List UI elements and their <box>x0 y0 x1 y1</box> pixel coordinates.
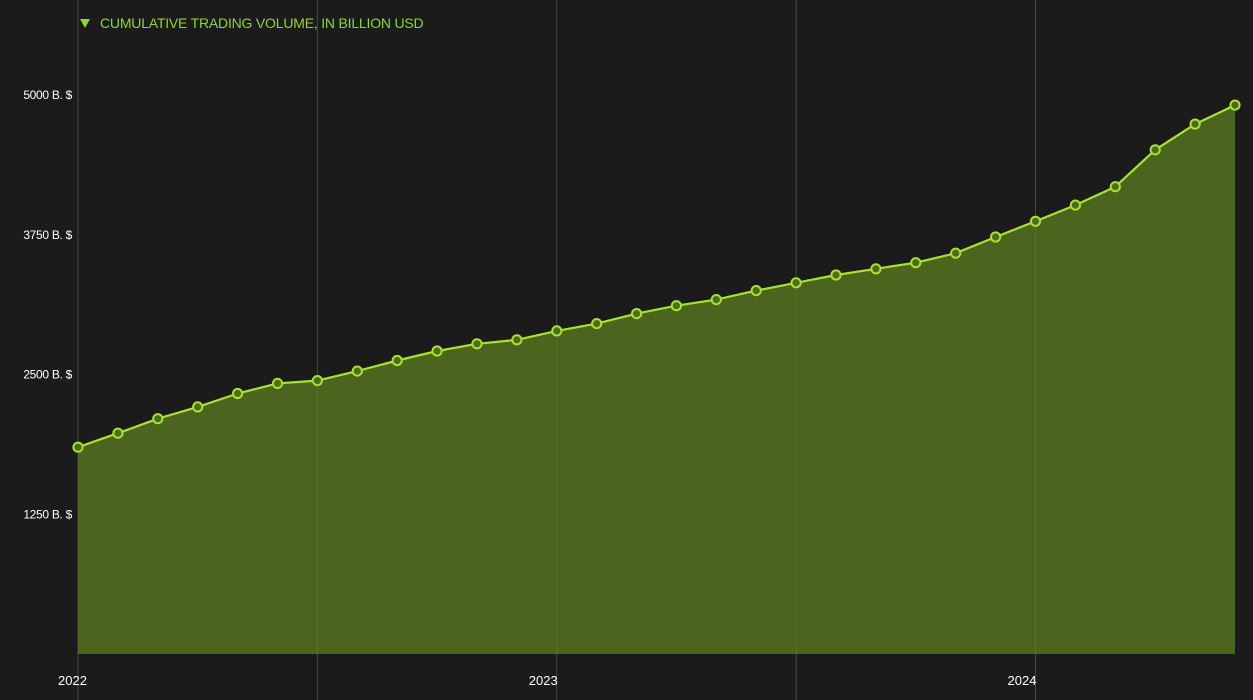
x-tick-label: 2024 <box>1008 673 1037 688</box>
y-tick-label: 3750 B. $ <box>23 228 72 242</box>
data-point <box>631 308 643 320</box>
data-point <box>830 269 842 281</box>
data-point <box>391 354 403 367</box>
legend-label: CUMULATIVE TRADING VOLUME, IN BILLION US… <box>100 15 424 31</box>
legend[interactable]: CUMULATIVE TRADING VOLUME, IN BILLION US… <box>80 15 424 31</box>
data-point <box>511 334 523 346</box>
data-point <box>670 300 683 312</box>
x-tick-label: 2022 <box>58 673 87 688</box>
y-tick-label: 1250 B. $ <box>23 507 72 521</box>
data-point <box>551 325 563 337</box>
y-tick-label: 2500 B. $ <box>23 368 72 382</box>
data-point <box>192 401 204 413</box>
data-point <box>710 294 722 306</box>
data-point <box>591 318 603 330</box>
y-tick-label: 5000 B. $ <box>23 88 72 102</box>
data-point <box>271 377 284 389</box>
data-point <box>870 263 882 275</box>
data-point <box>1029 215 1042 227</box>
data-point <box>431 345 443 357</box>
data-point <box>1109 181 1121 193</box>
data-point <box>232 387 244 400</box>
data-point <box>910 257 922 269</box>
data-point <box>1149 144 1161 156</box>
series-line <box>77 104 1236 449</box>
data-point <box>750 285 762 297</box>
data-point <box>950 247 962 259</box>
data-point <box>471 338 483 350</box>
series-area <box>78 105 1235 655</box>
x-tick-label: 2023 <box>529 673 558 688</box>
data-point <box>790 277 802 289</box>
data-point <box>351 365 363 377</box>
data-point <box>72 441 84 453</box>
data-point <box>152 413 164 425</box>
data-point <box>1229 99 1241 111</box>
data-point <box>311 375 323 387</box>
data-point <box>1189 118 1201 130</box>
legend-triangle-icon <box>80 19 90 28</box>
data-point <box>112 427 124 439</box>
data-point <box>990 231 1002 243</box>
data-point <box>1069 199 1082 211</box>
